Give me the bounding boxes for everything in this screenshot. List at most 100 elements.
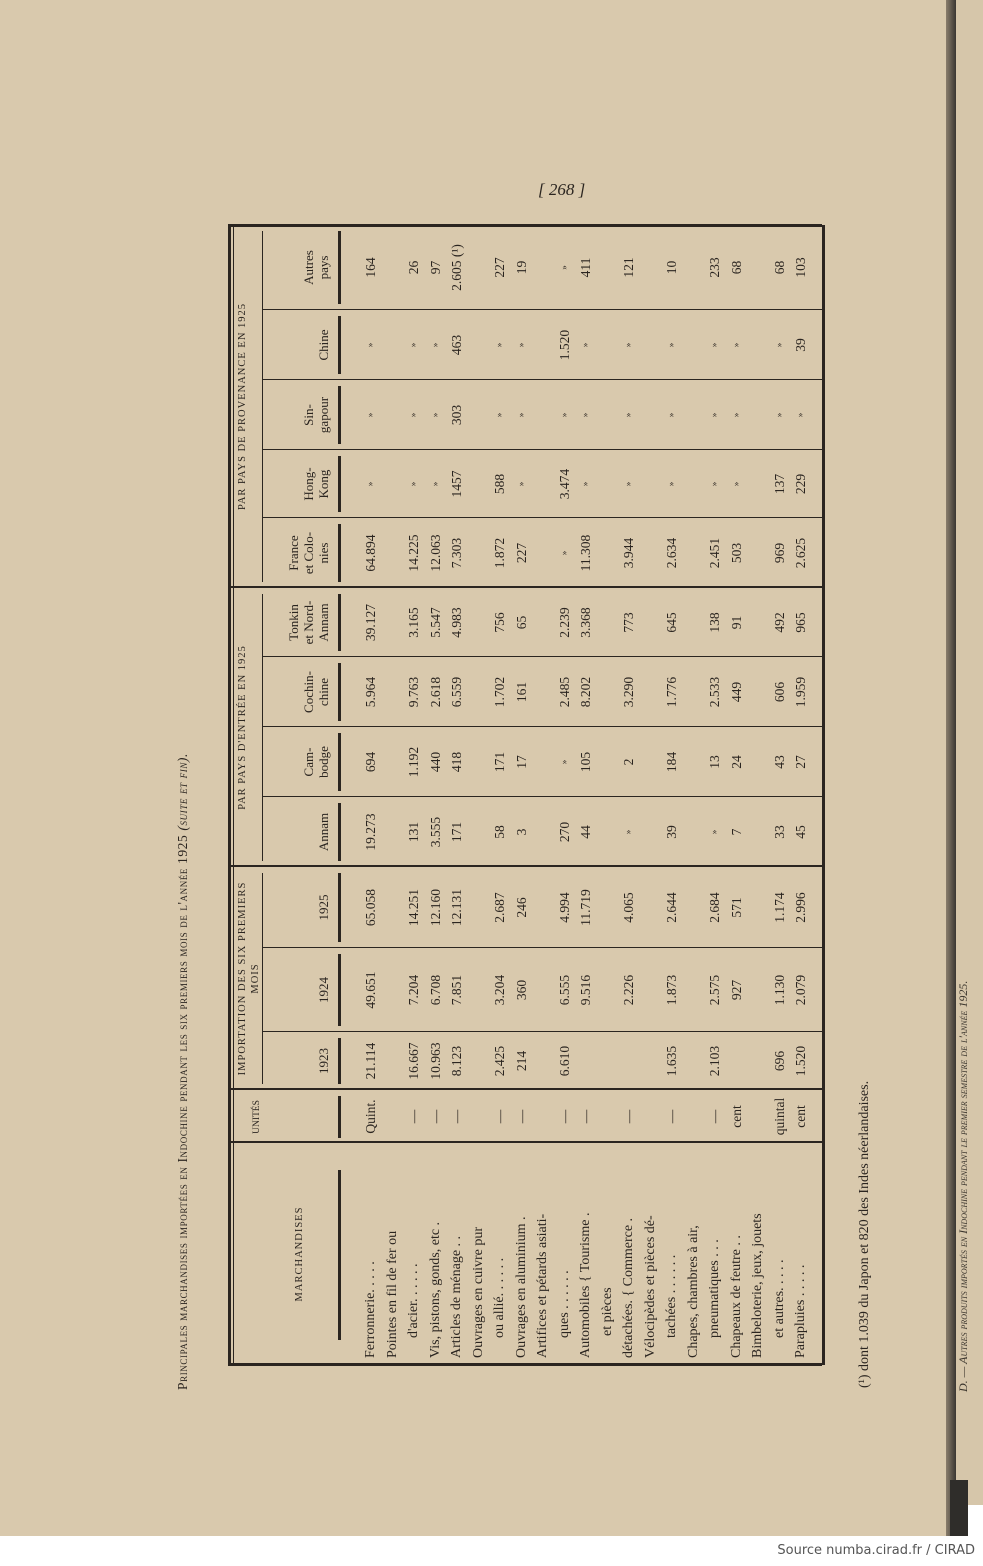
value-cell: 105 <box>578 751 593 773</box>
value-cell: 4.994 <box>556 892 572 923</box>
value-cell: » <box>709 481 719 487</box>
value-cell: 696 <box>771 1050 787 1072</box>
value-cell: » <box>709 412 719 418</box>
value-cell: 2.644 <box>664 892 679 923</box>
value-cell: 5.964 <box>363 676 378 708</box>
value-cell: 161 <box>513 681 529 703</box>
merchandise-label: détachées. { Commerce . <box>621 1217 636 1358</box>
value-cell: » <box>773 342 784 348</box>
value-cell: 492 <box>771 612 787 633</box>
footnote: (¹) dont 1.039 du Japon et 820 des Indes… <box>857 1080 872 1388</box>
value-cell: 756 <box>492 612 507 633</box>
value-cell: 39 <box>664 825 679 839</box>
value-cell: 3.474 <box>556 468 572 500</box>
value-cell: » <box>365 342 375 348</box>
value-cell: 7 <box>728 828 744 836</box>
value-cell: 131 <box>406 821 421 843</box>
source-credit: Source numba.cirad.fr / CIRAD <box>777 1543 975 1558</box>
unit-cell: cent <box>728 1105 744 1128</box>
column-header-underline <box>338 524 341 582</box>
value-cell: 68 <box>728 260 744 275</box>
group-header-importation: IMPORTATION DES SIX PREMIERS MOIS <box>237 881 261 1076</box>
value-cell: 229 <box>793 473 808 495</box>
value-cell: 2.634 <box>664 537 679 569</box>
column-header: Hong- Kong <box>301 467 331 501</box>
value-cell: 14.225 <box>406 534 421 572</box>
value-cell: 8.123 <box>449 1045 464 1077</box>
value-cell: 164 <box>363 257 378 278</box>
value-cell: 103 <box>793 257 808 278</box>
value-cell: 6.559 <box>449 676 464 708</box>
header-unites: UNITÉS <box>252 1100 262 1134</box>
value-cell: 2.618 <box>427 676 443 708</box>
value-cell: 10.963 <box>427 1042 443 1080</box>
value-cell: 1.959 <box>793 676 808 708</box>
value-cell: 97 <box>427 260 443 275</box>
value-cell: » <box>580 342 590 348</box>
value-cell: 233 <box>707 257 722 278</box>
merchandise-label: et pièces <box>599 1287 615 1336</box>
value-cell: » <box>709 342 719 348</box>
column-header: 1924 <box>316 977 331 1003</box>
value-cell: 2.079 <box>793 974 808 1006</box>
value-cell: » <box>558 265 569 270</box>
value-cell: » <box>408 342 418 348</box>
value-cell: 1.130 <box>771 974 787 1006</box>
value-cell: » <box>623 412 633 418</box>
merchandise-label: Parapluies . . . . . <box>793 1264 808 1358</box>
group-header-provenance-underline <box>262 231 263 582</box>
book-gutter <box>946 0 956 1536</box>
value-cell: 418 <box>449 751 464 773</box>
value-cell: 3 <box>513 828 529 836</box>
header-underline <box>338 1096 341 1138</box>
value-cell: 571 <box>728 897 744 918</box>
value-cell: 45 <box>793 825 808 839</box>
value-cell: 2.996 <box>793 892 808 923</box>
document-page <box>0 0 948 1536</box>
value-cell: 4.065 <box>621 892 636 923</box>
merchandise-label: Ouvrages en cuivre pur <box>470 1226 486 1358</box>
value-cell: » <box>558 550 569 556</box>
group-header-importation-underline <box>262 873 263 1084</box>
value-cell: 1.174 <box>771 892 787 923</box>
unit-cell: — <box>707 1109 722 1124</box>
value-cell: 2.605 (¹) <box>449 244 464 291</box>
value-cell: » <box>408 481 418 487</box>
value-cell: 27 <box>793 755 808 769</box>
unit-cell: — <box>556 1109 572 1124</box>
value-cell: 2.239 <box>556 607 572 638</box>
merchandise-label: ques . . . . . . <box>556 1270 572 1338</box>
value-cell: » <box>365 412 375 418</box>
value-cell: 3.368 <box>578 607 593 638</box>
value-cell: » <box>429 481 440 487</box>
column-header-underline <box>338 456 341 512</box>
header-marchandises: MARCHANDISES <box>294 1206 305 1302</box>
column-header-underline <box>338 386 341 444</box>
merchandise-label: Chapes, chambres à air, <box>685 1225 701 1358</box>
value-cell: 16.667 <box>406 1042 421 1080</box>
value-cell: 12.063 <box>427 534 443 572</box>
value-cell: 246 <box>513 897 529 918</box>
value-cell: 138 <box>707 612 722 633</box>
value-cell: » <box>795 412 805 418</box>
value-cell: 1.776 <box>664 676 679 708</box>
value-cell: 12.160 <box>427 888 443 927</box>
column-header-underline <box>338 594 341 651</box>
merchandise-label: Automobiles { Tourisme . <box>578 1212 593 1358</box>
value-cell: 463 <box>449 334 464 356</box>
value-cell: 2 <box>621 758 636 766</box>
value-cell: 1.635 <box>664 1045 679 1077</box>
value-cell: 6.708 <box>427 974 443 1006</box>
value-cell: 303 <box>449 404 464 426</box>
value-cell: 3.555 <box>427 816 443 848</box>
merchandise-label: Vis, pistons, gonds, etc . <box>427 1221 443 1358</box>
value-cell: 7.851 <box>449 974 464 1006</box>
value-cell: 1.873 <box>664 974 679 1006</box>
unit-cell: — <box>513 1109 529 1124</box>
value-cell: 227 <box>492 257 507 278</box>
value-cell: 411 <box>578 257 593 278</box>
group-header-entree-underline <box>262 594 263 861</box>
merchandise-label: Bimbeloterie, jeux, jouets <box>750 1213 765 1358</box>
value-cell: 927 <box>728 979 744 1001</box>
value-cell: 11.719 <box>578 889 593 926</box>
